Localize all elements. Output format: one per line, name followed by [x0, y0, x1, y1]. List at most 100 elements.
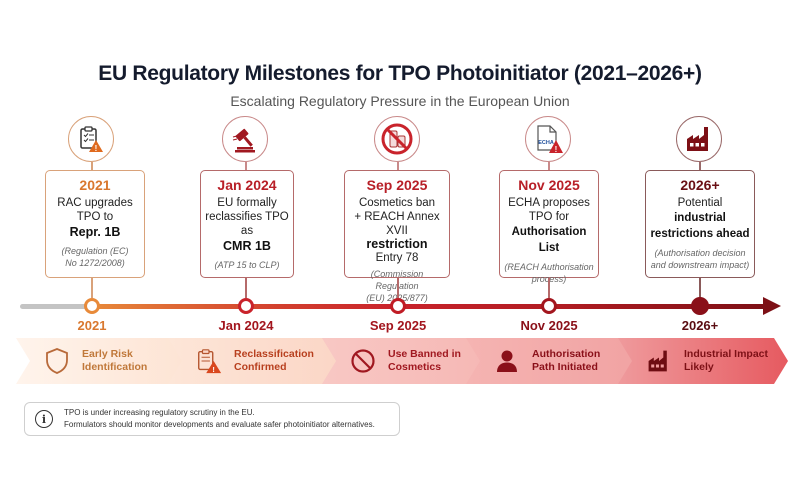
timeline-axis-start [20, 304, 92, 309]
milestone-2026-icon-circle [676, 116, 722, 162]
connector [397, 162, 399, 170]
timeline-node-nov2025 [541, 298, 557, 314]
milestone-note-line: (Authorisation decision [654, 248, 746, 258]
svg-text:!: ! [212, 365, 214, 374]
milestone-card-2026: 2026+ Potential industrial restrictions … [645, 170, 755, 278]
milestone-note: (Regulation (EC) No 1272/2008) [50, 245, 140, 269]
prohibited-icon [348, 346, 378, 376]
info-line-1: TPO is under increasing regulatory scrut… [64, 408, 255, 417]
milestone-text: ECHA proposes [508, 197, 590, 209]
milestone-sep2025-icon-circle [374, 116, 420, 162]
milestone-note-line: No 1272/2008) [65, 258, 125, 268]
connector [245, 278, 247, 298]
timeline-node-2026 [691, 297, 709, 315]
milestone-card-nov2025: Nov 2025 ECHA proposes TPO for Authorisa… [499, 170, 599, 284]
connector [245, 162, 247, 170]
milestone-card-2021: 2021 RAC upgrades TPO to Repr. 1B (Regul… [45, 170, 145, 278]
timeline-axis [90, 304, 765, 309]
person-icon [492, 346, 522, 376]
stage-label-line: Confirmed [234, 361, 287, 373]
milestone-emphasis: CMR 1B [223, 239, 271, 253]
milestone-date: 2026+ [680, 177, 720, 193]
page-title: EU Regulatory Milestones for TPO Photoin… [98, 62, 702, 85]
milestone-note-line: and downstream impact) [650, 260, 750, 270]
info-icon: i [35, 410, 53, 428]
stage-label: Reclassification Confirmed [234, 348, 314, 374]
milestone-date: 2021 [79, 177, 111, 193]
factory-icon [644, 346, 674, 376]
connector [699, 162, 701, 170]
axis-label: 2021 [77, 318, 107, 333]
connector [91, 162, 93, 170]
milestone-note-line: (Regulation (EC) [61, 246, 129, 256]
info-box: i TPO is under increasing regulatory scr… [24, 402, 400, 436]
milestone-text: reclassifies TPO [205, 211, 289, 223]
page-subtitle: Escalating Regulatory Pressure in the Eu… [230, 93, 570, 109]
stage-industrial-impact: Industrial Impact Likely [618, 338, 788, 384]
milestone-note-line: (ATP 15 to CLP) [214, 260, 280, 270]
stage-use-banned: Use Banned in Cosmetics [322, 338, 482, 384]
shield-icon [42, 346, 72, 376]
milestone-emphasis: restriction [366, 237, 428, 251]
milestone-text: EU formally [217, 197, 277, 209]
stage-label: Use Banned in Cosmetics [388, 348, 461, 374]
axis-label: Jan 2024 [218, 318, 274, 333]
milestone-text: Entry 78 [375, 252, 419, 264]
info-line-2: Formulators should monitor developments … [64, 420, 375, 429]
milestone-date: Jan 2024 [217, 177, 277, 193]
svg-text:!: ! [555, 145, 558, 154]
stage-label: Industrial Impact Likely [684, 348, 768, 374]
stage-label: Early Risk Identification [82, 348, 147, 374]
timeline-node-2021 [84, 298, 100, 314]
milestone-2021-icon-circle: ! [68, 116, 114, 162]
echa-label: ECHA [538, 140, 554, 146]
milestone-date: Nov 2025 [518, 177, 580, 193]
gavel-icon [232, 128, 255, 153]
milestone-text: Cosmetics ban [358, 197, 436, 209]
milestone-note: (Authorisation decision and downstream i… [650, 247, 750, 271]
connector [699, 278, 701, 298]
milestone-jan2024-icon-circle [222, 116, 268, 162]
timeline-node-sep2025 [390, 298, 406, 314]
stage-label-line: Identification [82, 361, 148, 373]
timeline-arrow-icon [763, 297, 781, 315]
stage-label-line: Likely [684, 361, 714, 373]
milestone-text: + REACH Annex XVII [354, 211, 440, 237]
axis-label: Sep 2025 [369, 318, 427, 333]
milestone-note: (ATP 15 to CLP) [205, 259, 289, 271]
stage-label-line: Cosmetics [388, 361, 442, 373]
stage-label-line: Authorisation [532, 348, 601, 360]
svg-text:!: ! [95, 144, 98, 153]
milestone-emphasis: industrial [674, 212, 726, 224]
stage-band: Early Risk Identification ! Reclassifica… [16, 338, 788, 384]
stage-early-risk: Early Risk Identification [16, 338, 184, 384]
factory-icon [687, 127, 708, 151]
info-text: TPO is under increasing regulatory scrut… [64, 407, 375, 431]
clipboard-warning-icon: ! [80, 126, 103, 153]
connector [91, 278, 93, 298]
milestone-note-line: (REACH Authorisation [504, 262, 594, 272]
milestone-text: TPO to [76, 211, 114, 223]
stage-label-line: Use Banned in [388, 348, 461, 360]
milestone-emphasis: Repr. 1B [69, 225, 121, 239]
axis-label: Nov 2025 [520, 318, 578, 333]
connector [548, 162, 550, 170]
milestone-card-jan2024: Jan 2024 EU formally reclassifies TPO as… [200, 170, 294, 278]
milestone-emphasis: Authorisation List [511, 226, 587, 254]
stage-label-line: Early Risk [82, 348, 133, 360]
no-cosmetics-icon [381, 123, 413, 155]
milestone-text: TPO for [528, 211, 570, 223]
echa-document-warning-icon: ECHA ! [537, 125, 563, 154]
stage-label-line: Path Initiated [532, 361, 598, 373]
stage-label: Authorisation Path Initiated [532, 348, 600, 374]
stage-label-line: Reclassification [234, 348, 314, 360]
milestone-text: as [240, 225, 254, 237]
connector [397, 278, 399, 298]
milestone-text: Potential [677, 197, 723, 209]
connector [548, 278, 550, 298]
stage-reclassification: ! Reclassification Confirmed [168, 338, 338, 384]
stage-authorisation: Authorisation Path Initiated [466, 338, 634, 384]
milestone-nov2025-icon-circle: ECHA ! [525, 116, 571, 162]
milestone-text: RAC upgrades [57, 197, 133, 209]
timeline-node-jan2024 [238, 298, 254, 314]
